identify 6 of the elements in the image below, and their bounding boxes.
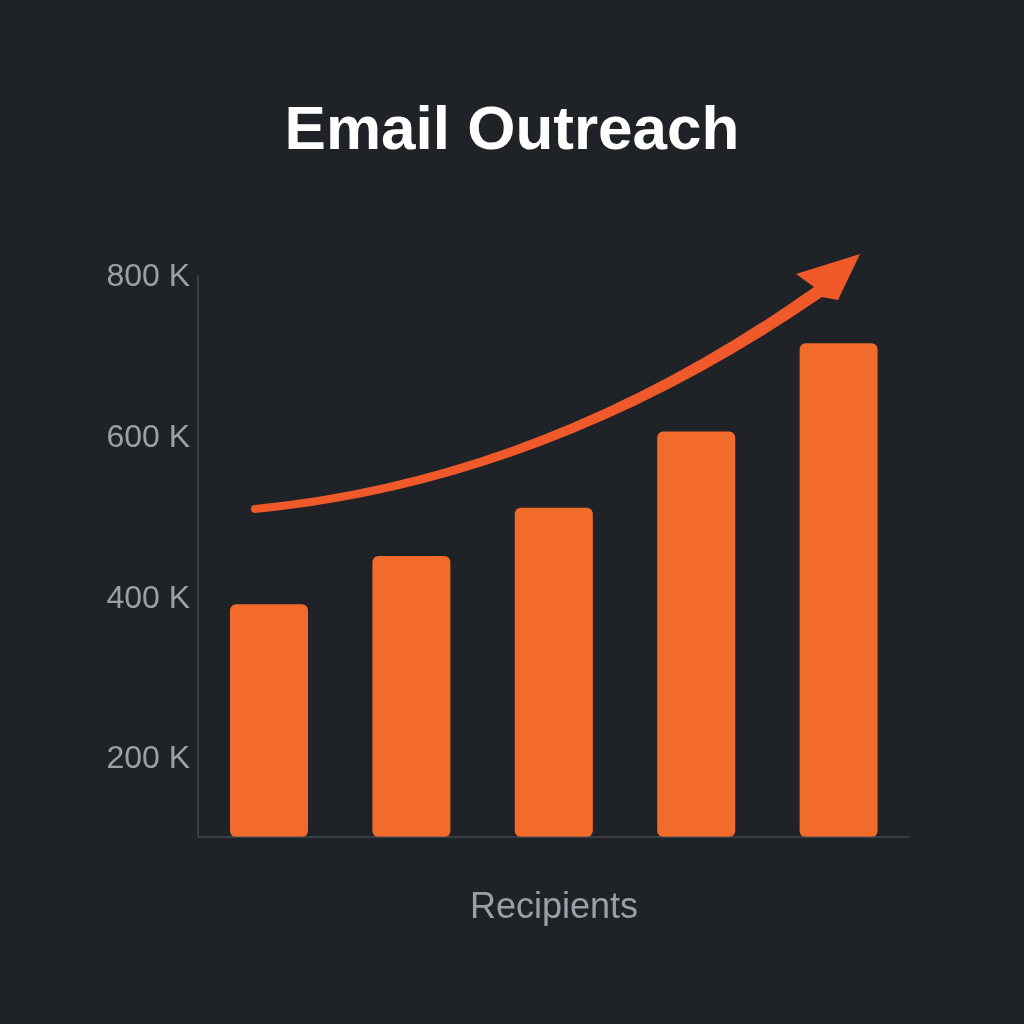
y-tick-label: 200 K: [106, 739, 190, 776]
x-axis-title: Recipients: [469, 884, 639, 926]
y-tick-label: 600 K: [106, 417, 190, 454]
y-tick-label: 400 K: [106, 578, 190, 615]
y-tick-label: 800 K: [106, 257, 190, 294]
chart-title: Email Outreach: [283, 92, 741, 163]
